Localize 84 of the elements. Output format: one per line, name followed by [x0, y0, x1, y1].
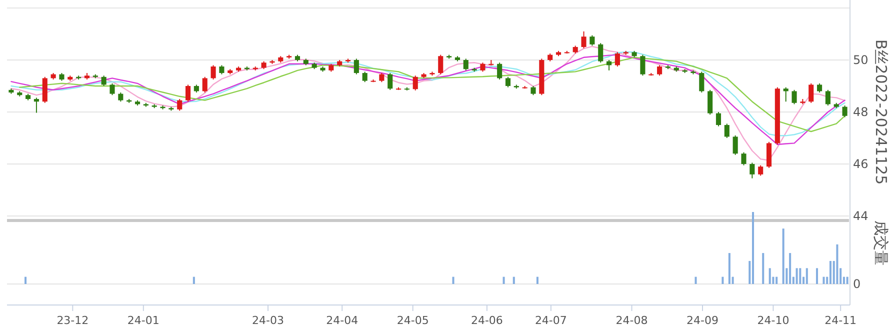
candlestick: [614, 52, 620, 67]
x-tick-label: 24-04: [326, 314, 358, 327]
bar: [768, 268, 771, 284]
x-tick-label: 24-07: [534, 314, 567, 327]
candlestick: [480, 62, 486, 72]
x-tick-label: 24-08: [616, 314, 648, 327]
y-tick-label: 48: [853, 105, 868, 119]
candlestick: [792, 89, 797, 105]
candlestick: [34, 97, 39, 114]
y-axis-title: 成交量: [872, 220, 890, 266]
candlestick: [598, 42, 604, 64]
bar: [762, 253, 764, 284]
x-tick-label: 24-03: [252, 314, 284, 327]
candlestick: [354, 58, 359, 75]
bar: [796, 268, 798, 284]
bar: [829, 260, 832, 284]
line-series: [10, 46, 846, 161]
x-tick-label: 24-05: [396, 314, 429, 327]
bar: [806, 268, 808, 284]
text: 0: [853, 277, 861, 291]
candlestick: [750, 162, 755, 179]
y-tick-label: 46: [853, 157, 868, 171]
candlestick: [530, 86, 536, 96]
y-tick-label: 50: [853, 53, 868, 67]
candlestick: [581, 30, 586, 49]
candlestick: [388, 72, 393, 90]
candlestick: [783, 86, 788, 102]
bar: [452, 276, 454, 284]
candlestick: [766, 141, 772, 168]
bar: [512, 276, 515, 284]
bar: [836, 244, 838, 284]
bar: [776, 276, 778, 284]
bar: [846, 276, 848, 284]
x-tick-label: 24-11: [824, 314, 857, 327]
bar: [822, 276, 825, 284]
candlestick: [817, 82, 822, 93]
bar: [752, 212, 754, 284]
candlestick: [101, 75, 106, 86]
bar: [816, 268, 818, 284]
candlestick: [708, 89, 713, 116]
bar: [782, 228, 784, 284]
x-tick-label: 23-12: [56, 314, 89, 327]
candlestick: [110, 82, 115, 96]
candlestick: [118, 92, 124, 102]
candlestick: [716, 112, 722, 127]
candlestick: [724, 123, 730, 138]
candlestick: [438, 54, 444, 75]
y-axis-title: B丝2022-20241125: [872, 39, 890, 185]
candlestick: [808, 82, 814, 104]
candlestick: [210, 64, 216, 80]
bar: [536, 276, 538, 284]
candlestick: [463, 58, 468, 71]
candlestick: [842, 105, 848, 118]
x-tick-label: 24-10: [757, 314, 790, 327]
candlestick: [590, 34, 595, 46]
bar: [24, 276, 27, 284]
candlestick: [42, 76, 48, 104]
x-tick-label: 24-09: [686, 314, 718, 327]
candlestick: [202, 76, 208, 93]
bar: [502, 276, 505, 284]
bar: [694, 276, 697, 284]
candlestick: [825, 89, 830, 106]
y-tick-label: 44: [853, 209, 868, 223]
bar: [799, 268, 802, 284]
candlestick: [219, 64, 224, 75]
candlestick: [657, 64, 662, 76]
x-tick-label: 24-06: [470, 314, 503, 327]
bar: [192, 276, 195, 284]
candlestick: [505, 76, 511, 88]
x-tick-label: 24-01: [127, 314, 160, 327]
candlestick: [412, 75, 418, 91]
candlestick: [640, 54, 646, 76]
candlestick: [732, 134, 738, 156]
candlestick: [741, 152, 746, 166]
bar: [728, 253, 730, 284]
candlestick: [362, 71, 368, 83]
bar: [789, 253, 792, 284]
bar: [722, 276, 724, 284]
candlestick: [497, 62, 502, 80]
candlestick: [699, 71, 704, 93]
candlestick: [186, 84, 191, 102]
candlestick: [177, 98, 182, 112]
candlestick: [758, 164, 764, 176]
candlestick: [379, 72, 384, 83]
